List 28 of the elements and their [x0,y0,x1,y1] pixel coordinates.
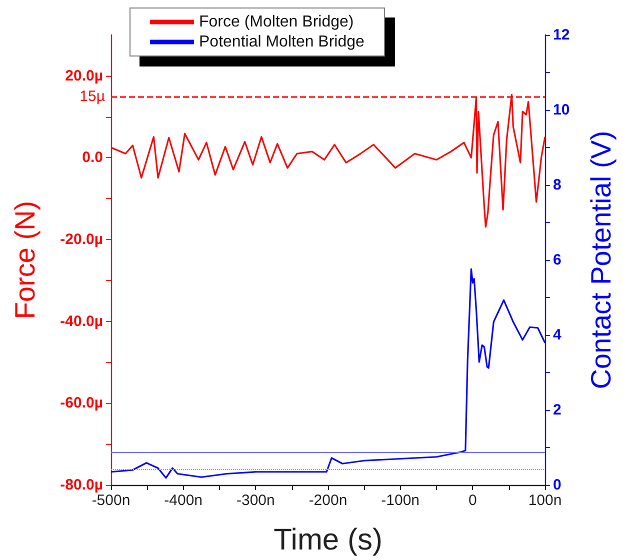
y2-tick-label: 4 [553,326,562,344]
y2-axis-title: Contact Potential (V) [586,130,616,390]
y2-tick-label: 8 [553,176,562,194]
x-axis-title: Time (s) [274,524,382,556]
x-tick-label: 0 [468,492,477,509]
x-tick-label: -500n [92,492,130,509]
y2-tick-label: 10 [553,102,570,118]
ref-line-label: 15µ [80,88,106,105]
x-tick-label: -200n [308,492,348,509]
y2-tick-label: 6 [553,252,562,268]
y-tick-label: -40.0µ [60,312,103,330]
y2-tick-label: 2 [553,402,562,418]
y2-tick-label: 12 [553,26,570,44]
line-series [110,268,546,479]
y-tick-label: -20.0µ [60,231,103,248]
y-tick-label: -80.0µ [60,476,103,494]
line-series [110,94,546,228]
x-tick-label: -300n [236,492,275,509]
y-tick-label: -60.0µ [60,394,103,412]
x-tick-label: 100n [528,492,562,509]
x-tick-label: -400n [164,492,203,509]
y-tick-label: 20.0µ [65,67,103,84]
y-axis-title: Force (N) [10,200,40,320]
legend-label: Potential Molten Bridge [199,34,365,50]
y-tick-label: 0.0 [82,149,103,166]
legend-label: Force (Molten Bridge) [199,14,354,30]
x-tick-label: -100n [381,492,420,509]
y2-tick-label: 0 [553,476,562,494]
